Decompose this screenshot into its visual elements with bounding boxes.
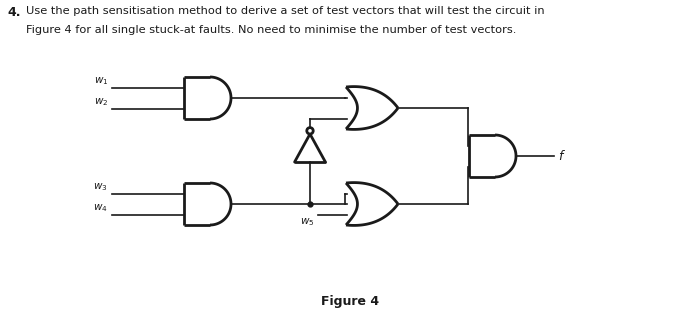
Text: $w_2$: $w_2$: [94, 96, 108, 107]
Text: Figure 4: Figure 4: [321, 295, 379, 307]
Text: Use the path sensitisation method to derive a set of test vectors that will test: Use the path sensitisation method to der…: [26, 6, 545, 16]
Text: $f$: $f$: [558, 149, 566, 163]
Text: $w_5$: $w_5$: [300, 216, 314, 228]
Circle shape: [307, 128, 313, 134]
Text: $w_4$: $w_4$: [93, 202, 108, 214]
Text: $w_1$: $w_1$: [94, 75, 108, 87]
Text: 4.: 4.: [7, 6, 20, 19]
Text: $w_3$: $w_3$: [94, 181, 108, 192]
Text: Figure 4 for all single stuck-at faults. No need to minimise the number of test : Figure 4 for all single stuck-at faults.…: [26, 25, 517, 35]
